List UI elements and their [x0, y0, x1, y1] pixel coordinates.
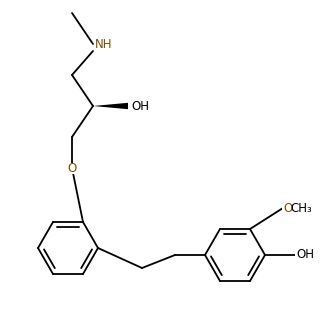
Text: NH: NH	[95, 38, 112, 51]
Text: O: O	[67, 162, 77, 175]
FancyBboxPatch shape	[68, 162, 76, 174]
FancyBboxPatch shape	[282, 203, 290, 213]
FancyBboxPatch shape	[94, 38, 108, 50]
Polygon shape	[93, 103, 128, 109]
Text: OH: OH	[296, 248, 314, 261]
Text: OH: OH	[131, 100, 149, 113]
FancyBboxPatch shape	[295, 250, 309, 260]
Text: O: O	[283, 202, 292, 215]
FancyBboxPatch shape	[130, 100, 144, 112]
Text: CH₃: CH₃	[290, 202, 312, 215]
